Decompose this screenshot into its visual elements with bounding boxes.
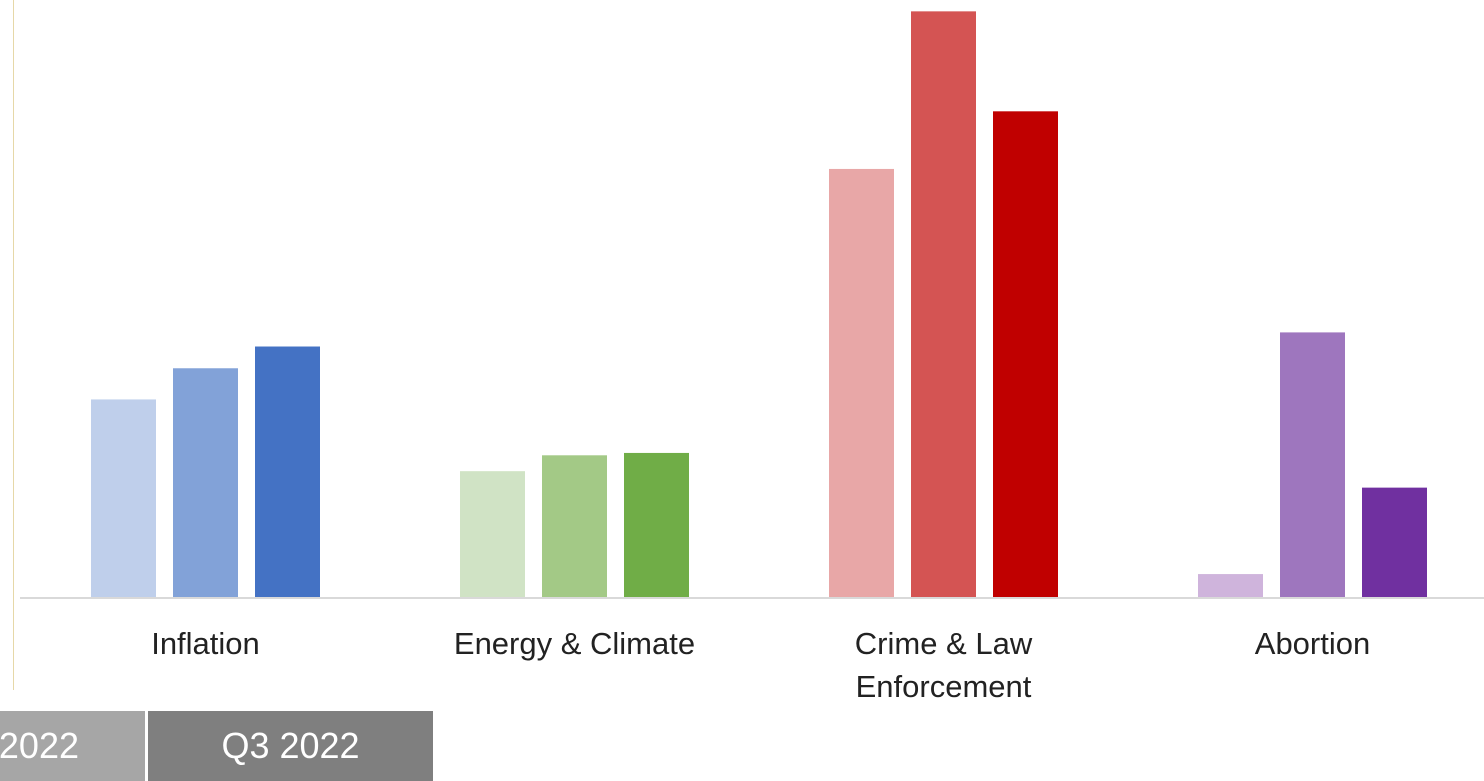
- category-labels: Inflation Energy & Climate Crime & Law Enfo…: [151, 626, 1370, 704]
- bar-chart: Inflation Energy & Climate Crime & Law Enfo…: [20, 11, 1484, 704]
- legend-label-2022: 2022: [0, 725, 79, 766]
- category-label-inflation: Inflation: [151, 626, 260, 661]
- legend-item-q3-2022: Q3 2022: [145, 711, 433, 781]
- category-label-crime-and-law-enforcement: Crime & Law Enforcement: [855, 626, 1033, 704]
- bar-energy-and-climate-2: [542, 455, 607, 597]
- legend-item-2022: 2022: [0, 711, 145, 781]
- bar-abortion-1: [1198, 574, 1263, 597]
- category-label-energy-and-climate: Energy & Climate: [454, 626, 695, 661]
- bar-abortion-2: [1280, 332, 1345, 597]
- bar-abortion-3: [1362, 487, 1427, 597]
- bar-crime-and-law-enforcement-1: [829, 168, 894, 597]
- bars-group: [91, 11, 1427, 598]
- bar-crime-and-law-enforcement-2: [911, 11, 976, 598]
- bar-inflation-1: [91, 399, 156, 597]
- bar-inflation-3: [255, 346, 320, 597]
- bar-crime-and-law-enforcement-3: [993, 111, 1058, 597]
- legend-label-q3-2022: Q3 2022: [221, 725, 360, 766]
- bar-energy-and-climate-1: [460, 471, 525, 597]
- chart-frame-line: [13, 0, 14, 690]
- category-label-abortion: Abortion: [1255, 626, 1370, 661]
- bar-inflation-2: [173, 368, 238, 597]
- legend: 2022 Q3 2022: [0, 711, 433, 781]
- bar-energy-and-climate-3: [624, 452, 689, 597]
